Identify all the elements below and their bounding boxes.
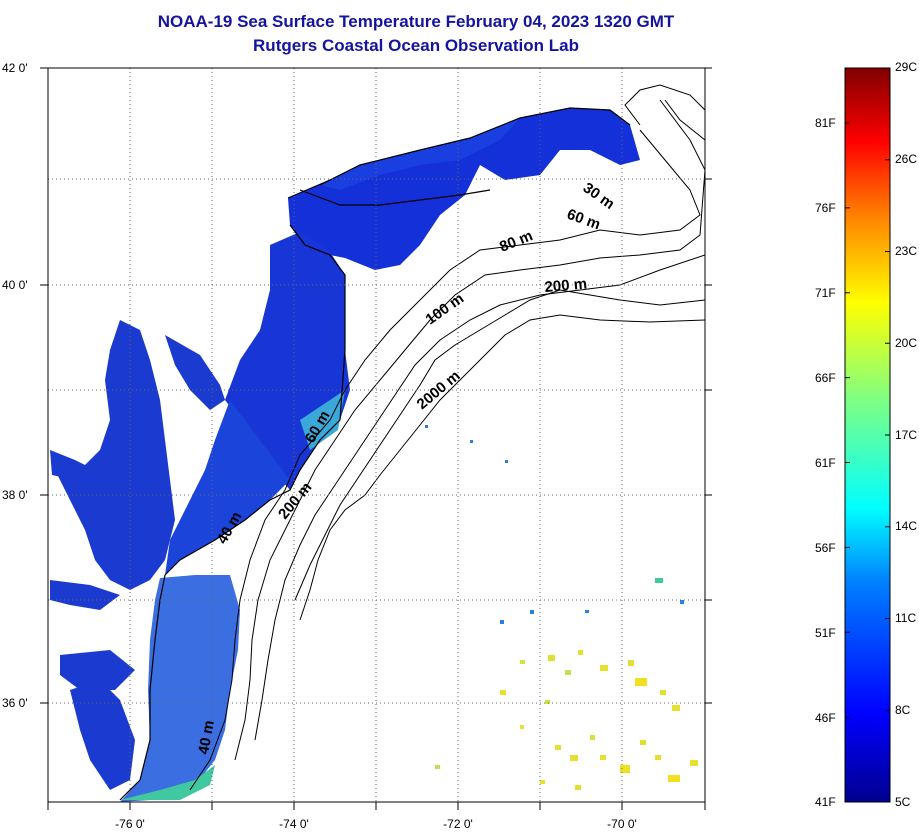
depth-label: 60 m (565, 206, 603, 234)
lat-label-40: 40 0' (2, 278, 28, 292)
cb-fahrenheit-label: 61F (815, 456, 836, 470)
depth-contours (189, 84, 705, 791)
depth-label: 80 m (497, 227, 535, 256)
depth-label: 40 m (195, 719, 218, 756)
lat-label-36: 36 0' (2, 696, 28, 710)
shelf-water-li-sound (320, 118, 520, 190)
cb-celsius-label: 11C (895, 611, 917, 625)
warm-coastal-hatteras (120, 765, 215, 800)
pamlico-sound (70, 680, 135, 790)
albemarle-sound (60, 650, 135, 690)
cb-fahrenheit-label: 51F (815, 626, 836, 640)
lon-label-72: -72 0' (443, 817, 473, 831)
lat-label-38: 38 0' (2, 488, 28, 502)
cb-celsius-label: 29C (895, 60, 918, 74)
cb-fahrenheit-label: 41F (815, 795, 836, 809)
shelf-water-north (288, 108, 640, 270)
cb-fahrenheit-label: 66F (815, 371, 836, 385)
lon-label-70: -70 0' (607, 817, 637, 831)
chesapeake-bay (55, 320, 175, 590)
cb-fahrenheit-label: 81F (815, 116, 836, 130)
cb-celsius-label: 8C (895, 703, 911, 717)
delaware-bay (165, 335, 225, 410)
coastline (119, 107, 631, 801)
map-subtitle: Rutgers Coastal Ocean Observation Lab (253, 36, 579, 55)
offshore-sst-pixels (425, 425, 698, 790)
potomac-river (50, 450, 95, 480)
cb-fahrenheit-label: 76F (815, 201, 836, 215)
colorbar (844, 67, 891, 803)
james-river (50, 580, 120, 610)
lon-label-76: -76 0' (115, 817, 145, 831)
shelf-water-delmarva (165, 400, 290, 575)
cb-fahrenheit-label: 56F (815, 541, 836, 555)
cb-celsius-label: 17C (895, 428, 918, 442)
cb-celsius-label: 14C (895, 519, 918, 533)
cb-fahrenheit-label: 46F (815, 711, 836, 725)
cb-celsius-label: 23C (895, 244, 918, 258)
depth-label: 200 m (544, 275, 588, 296)
lon-label-74: -74 0' (279, 817, 309, 831)
warm-coastal-nj (300, 390, 345, 450)
depth-label: 30 m (580, 179, 618, 213)
cb-fahrenheit-label: 71F (815, 286, 836, 300)
map-title: NOAA-19 Sea Surface Temperature February… (157, 12, 675, 31)
cb-celsius-label: 20C (895, 336, 918, 350)
map-gridlines (48, 68, 705, 802)
colorbar-ticks (845, 67, 890, 803)
shelf-water-virginia (120, 575, 240, 802)
lat-label-42: 42 0' (2, 61, 28, 75)
cb-celsius-label: 5C (895, 795, 911, 809)
map-ticks (40, 67, 712, 810)
depth-label: 100 m (423, 290, 468, 328)
cb-celsius-label: 26C (895, 152, 918, 166)
